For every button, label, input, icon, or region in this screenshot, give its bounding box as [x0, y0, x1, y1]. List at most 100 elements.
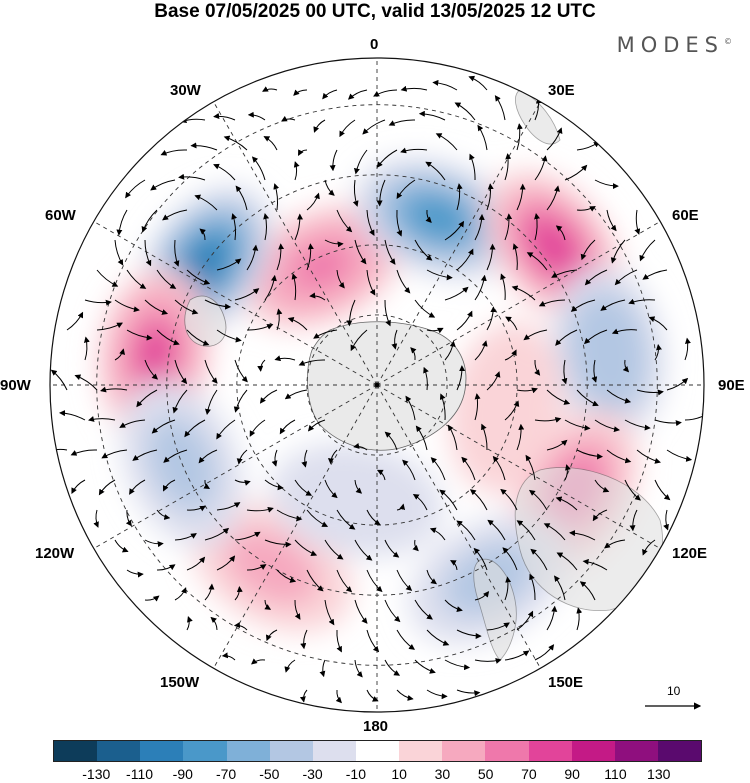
wind-arrow [96, 269, 119, 287]
wind-arrow [534, 213, 540, 241]
wind-arrow [366, 509, 381, 526]
wind-arrow [474, 658, 502, 664]
wind-arrow [186, 556, 206, 571]
wind-arrow [313, 329, 338, 339]
wind-arrow [432, 79, 458, 91]
wind-arrow [474, 213, 485, 241]
wind-arrow [373, 89, 398, 97]
colorbar [53, 740, 702, 762]
wind-arrow [534, 359, 541, 376]
wind-arrow [444, 286, 469, 301]
wind-arrow [426, 689, 448, 700]
colorbar-swatch [97, 741, 141, 761]
wind-arrow [204, 299, 232, 310]
wind-arrow [500, 488, 518, 511]
wind-arrow [376, 469, 386, 481]
wind-arrow [512, 243, 519, 271]
wind-arrow [293, 161, 300, 181]
colorbar-swatch [269, 741, 313, 761]
wind-arrow [516, 387, 538, 394]
wind-arrow [354, 599, 368, 624]
wind-arrow [353, 442, 368, 451]
antarctica [307, 321, 467, 451]
wind-arrow [591, 359, 598, 383]
wind-arrow [486, 371, 501, 391]
wind-arrow [234, 531, 261, 541]
wind-arrow [384, 239, 396, 265]
lon-label-60e: 60E [672, 207, 699, 224]
lon-label-30w: 30W [170, 82, 201, 99]
wind-arrow [473, 547, 488, 571]
wind-arrow [186, 505, 206, 512]
wind-arrow [439, 393, 446, 421]
wind-arrow [125, 179, 146, 199]
south-america [184, 295, 227, 347]
wind-arrow [654, 479, 671, 501]
wind-arrow [299, 689, 308, 703]
wind-arrow [213, 113, 236, 121]
wind-arrow [276, 243, 285, 271]
wind-arrow [294, 539, 318, 556]
wind-arrow [450, 560, 458, 571]
wind-arrow [276, 308, 283, 331]
wind-arrow [504, 213, 513, 241]
wind-arrow [684, 413, 704, 421]
wind-arrow [477, 124, 488, 151]
wind-arrow [639, 239, 656, 262]
colorbar-swatch [571, 741, 615, 761]
wind-arrow [461, 456, 476, 481]
wind-arrow [336, 629, 342, 653]
wind-arrow [156, 509, 171, 520]
negative-anomaly-170e [270, 442, 443, 558]
wind-arrow [294, 479, 313, 496]
wind-arrow [96, 322, 123, 331]
wind-arrow [474, 274, 487, 301]
lon-label-90w: 90W [0, 377, 31, 394]
wind-arrow [204, 527, 230, 541]
lon-label-60w: 60W [45, 207, 76, 224]
colorbar-swatch [614, 741, 658, 761]
wind-arrow [216, 555, 236, 571]
colorbar-tick-label: -110 [126, 766, 154, 782]
wind-arrow [534, 417, 562, 423]
wind-arrow [173, 239, 180, 267]
wind-arrow [684, 337, 691, 361]
wind-arrow [447, 424, 458, 451]
wind-arrow [556, 552, 578, 571]
modes-logo: MODES© [616, 33, 732, 57]
wind-arrow [352, 179, 359, 207]
wind-arrow [604, 539, 626, 549]
wind-arrow [336, 509, 356, 530]
wind-arrow [353, 149, 368, 175]
wind-arrow [634, 209, 641, 235]
wind-arrow [554, 575, 566, 601]
wind-arrow [486, 306, 497, 331]
wind-arrow [426, 269, 453, 281]
wind-arrow [178, 173, 206, 181]
colorbar-swatch [312, 741, 356, 761]
wind-arrow [324, 599, 335, 626]
wind-arrow [529, 573, 536, 601]
wind-arrow [505, 316, 518, 331]
map-border [49, 57, 705, 713]
wind-arrow [231, 213, 238, 241]
wind-arrow [59, 410, 86, 421]
wind-arrow [281, 115, 296, 122]
wind-arrow [534, 155, 548, 181]
colorbar-tick-label: -90 [172, 766, 193, 782]
wind-arrow [468, 75, 488, 91]
wind-arrow [276, 569, 297, 583]
wind-arrow [93, 509, 99, 528]
colorbar-tick-label: -30 [302, 766, 323, 782]
wind-arrow [126, 329, 153, 341]
wind-arrow [174, 359, 188, 385]
colorbar-swatch [442, 741, 486, 761]
wind-arrow [172, 389, 188, 414]
lon-label-120w: 120W [35, 545, 75, 562]
wind-arrow [569, 530, 596, 541]
wind-arrow [293, 89, 308, 96]
wind-arrow [396, 569, 413, 591]
wind-arrow [474, 340, 488, 361]
wind-arrow [538, 299, 566, 307]
colorbar-swatch [485, 741, 529, 761]
